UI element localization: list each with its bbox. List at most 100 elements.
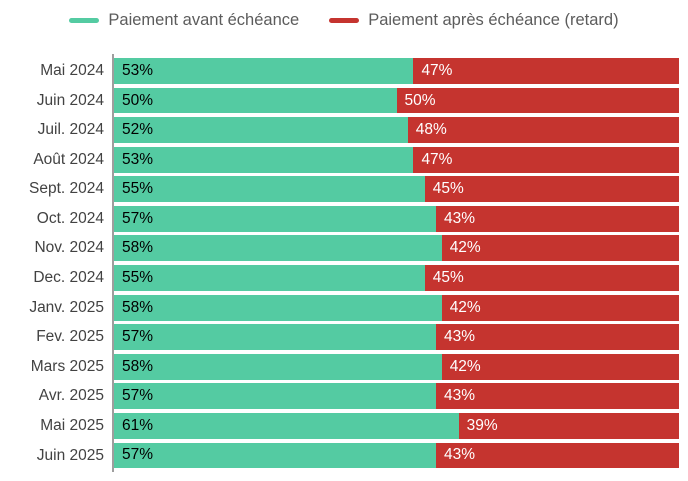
bar-segment-avant[interactable]: 55% xyxy=(114,265,425,291)
bar-track: 57% 43% xyxy=(114,383,679,410)
bar-row: Mai 2024 53% 47% xyxy=(0,58,688,84)
bar-value-label: 43% xyxy=(444,387,476,405)
bar-track: 50% 50% xyxy=(114,87,679,114)
legend-marker-green-icon xyxy=(69,17,100,23)
bar-value-label: 57% xyxy=(122,328,154,346)
category-label: Nov. 2024 xyxy=(34,239,104,257)
bar-value-label: 55% xyxy=(122,268,154,286)
category-label: Oct. 2024 xyxy=(36,209,104,227)
bar-row: Fev. 2025 57% 43% xyxy=(0,324,688,351)
bar-row: Nov. 2024 58% 42% xyxy=(0,235,688,262)
bar-track: 58% 42% xyxy=(114,353,679,380)
bar-segment-apres[interactable]: 45% xyxy=(424,176,679,203)
bar-segment-apres[interactable]: 42% xyxy=(441,294,679,321)
bar-value-label: 48% xyxy=(415,121,447,139)
bar-row: Mars 2025 58% 42% xyxy=(0,353,688,380)
bar-value-label: 57% xyxy=(122,387,154,405)
bar-value-label: 52% xyxy=(122,121,154,139)
legend: Paiement avant échéance Paiement après é… xyxy=(0,0,688,30)
bar-segment-apres[interactable]: 47% xyxy=(413,146,679,173)
bar-value-label: 61% xyxy=(122,416,154,434)
category-label: Mars 2025 xyxy=(30,357,104,375)
bar-segment-apres[interactable]: 43% xyxy=(436,383,679,410)
legend-item-apres: Paiement après échéance (retard) xyxy=(329,10,619,30)
plot-area: Mai 2024 53% 47% Juin 2024 50% 50% Juil. 2024 5… xyxy=(0,54,688,473)
bar-rows: Mai 2024 53% 47% Juin 2024 50% 50% Juil. 2024 5… xyxy=(0,58,688,469)
bar-segment-avant[interactable]: 57% xyxy=(114,383,437,410)
legend-marker-red-icon xyxy=(329,17,360,23)
bar-track: 55% 45% xyxy=(114,176,679,203)
bar-track: 52% 48% xyxy=(114,117,679,144)
bar-value-label: 42% xyxy=(449,298,481,316)
legend-item-avant: Paiement avant échéance xyxy=(69,11,299,30)
bar-segment-avant[interactable]: 57% xyxy=(114,442,437,469)
bar-value-label: 58% xyxy=(122,357,154,375)
bar-row: Janv. 2025 58% 42% xyxy=(0,294,688,321)
bar-value-label: 39% xyxy=(466,416,498,434)
bar-segment-avant[interactable]: 57% xyxy=(114,324,437,351)
category-label: Mai 2024 xyxy=(40,62,104,79)
bar-value-label: 45% xyxy=(432,180,464,198)
bar-segment-apres[interactable]: 39% xyxy=(458,412,679,439)
bar-value-label: 43% xyxy=(444,209,476,227)
bar-segment-avant[interactable]: 53% xyxy=(114,58,414,84)
bar-segment-apres[interactable]: 42% xyxy=(441,353,679,380)
bar-segment-avant[interactable]: 50% xyxy=(114,87,397,114)
bar-track: 55% 45% xyxy=(114,265,679,291)
bar-value-label: 53% xyxy=(122,61,154,79)
bar-value-label: 50% xyxy=(122,91,154,109)
bar-value-label: 57% xyxy=(122,446,154,464)
bar-track: 57% 43% xyxy=(114,442,679,469)
bar-value-label: 47% xyxy=(421,61,453,79)
bar-segment-apres[interactable]: 47% xyxy=(413,58,679,84)
bar-value-label: 45% xyxy=(432,268,464,286)
bar-segment-avant[interactable]: 52% xyxy=(114,117,408,144)
bar-value-label: 47% xyxy=(421,150,453,168)
bar-segment-apres[interactable]: 43% xyxy=(436,205,679,232)
bar-segment-apres[interactable]: 50% xyxy=(396,87,679,114)
bar-row: Oct. 2024 57% 43% xyxy=(0,205,688,232)
bar-value-label: 43% xyxy=(444,328,476,346)
bar-segment-avant[interactable]: 55% xyxy=(114,176,425,203)
bar-segment-avant[interactable]: 53% xyxy=(114,146,414,173)
bar-segment-apres[interactable]: 42% xyxy=(441,235,679,262)
category-label: Sept. 2024 xyxy=(29,180,104,198)
bar-value-label: 57% xyxy=(122,209,154,227)
legend-label-avant: Paiement avant échéance xyxy=(108,10,300,29)
bar-segment-avant[interactable]: 57% xyxy=(114,205,437,232)
bar-segment-apres[interactable]: 45% xyxy=(424,265,679,291)
bar-segment-avant[interactable]: 58% xyxy=(114,235,442,262)
bar-segment-avant[interactable]: 58% xyxy=(114,294,442,321)
bar-track: 61% 39% xyxy=(114,412,679,439)
bar-value-label: 50% xyxy=(404,91,436,109)
category-label: Août 2024 xyxy=(33,150,104,168)
bar-value-label: 58% xyxy=(122,298,154,316)
bar-track: 58% 42% xyxy=(114,294,679,321)
category-label: Mai 2025 xyxy=(40,416,104,434)
bar-segment-apres[interactable]: 43% xyxy=(436,442,679,469)
bar-value-label: 42% xyxy=(449,239,481,257)
bar-track: 57% 43% xyxy=(114,205,679,232)
bar-row: Juin 2025 57% 43% xyxy=(0,442,688,469)
category-label: Janv. 2025 xyxy=(29,298,104,316)
category-label: Avr. 2025 xyxy=(38,387,104,405)
category-label: Juin 2025 xyxy=(36,446,104,464)
category-label: Fev. 2025 xyxy=(36,328,104,346)
bar-value-label: 53% xyxy=(122,150,154,168)
bar-track: 53% 47% xyxy=(114,58,679,84)
bar-value-label: 42% xyxy=(449,357,481,375)
bar-value-label: 58% xyxy=(122,239,154,257)
bar-track: 58% 42% xyxy=(114,235,679,262)
bar-segment-avant[interactable]: 61% xyxy=(114,412,459,439)
bar-row: Août 2024 53% 47% xyxy=(0,146,688,173)
bar-segment-apres[interactable]: 43% xyxy=(436,324,679,351)
legend-label-apres: Paiement après échéance (retard) xyxy=(368,10,619,29)
bar-row: Juin 2024 50% 50% xyxy=(0,87,688,114)
category-label: Juil. 2024 xyxy=(37,121,104,139)
bar-row: Juil. 2024 52% 48% xyxy=(0,117,688,144)
bar-segment-apres[interactable]: 48% xyxy=(407,117,679,144)
bar-segment-avant[interactable]: 58% xyxy=(114,353,442,380)
bar-row: Mai 2025 61% 39% xyxy=(0,412,688,439)
bar-value-label: 43% xyxy=(444,446,476,464)
